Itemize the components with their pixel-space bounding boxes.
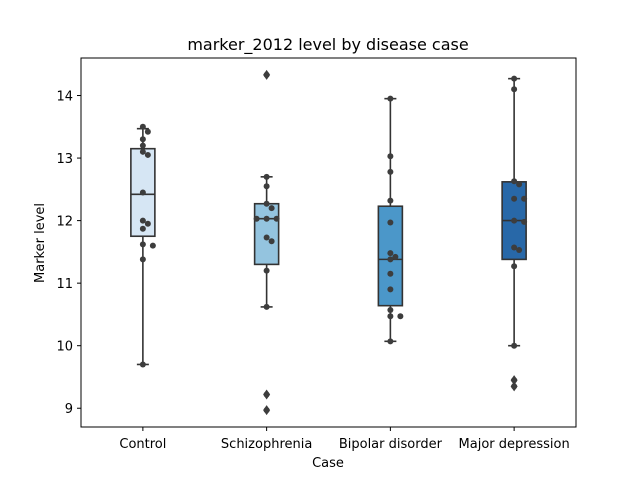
data-point	[268, 238, 275, 245]
data-point	[144, 220, 151, 227]
data-point	[387, 307, 394, 314]
box-group-1	[253, 69, 280, 416]
y-tick-label: 12	[56, 215, 73, 230]
data-point	[516, 181, 523, 188]
data-point	[273, 215, 280, 222]
data-point	[149, 242, 156, 249]
data-point	[253, 215, 260, 222]
data-point	[263, 200, 270, 207]
data-point	[263, 267, 270, 274]
data-point	[511, 195, 518, 202]
data-point	[263, 234, 270, 241]
data-point	[387, 270, 394, 277]
y-tick-label: 14	[56, 90, 73, 105]
data-point	[139, 142, 146, 149]
x-tick-label: Schizophrenia	[221, 437, 312, 452]
data-point	[511, 75, 518, 82]
data-point	[511, 86, 518, 93]
data-point	[139, 217, 146, 224]
data-point	[139, 148, 146, 155]
data-point	[139, 123, 146, 130]
data-point	[511, 383, 518, 390]
data-point	[139, 136, 146, 143]
data-point	[263, 391, 270, 398]
data-point	[387, 286, 394, 293]
data-point	[139, 225, 146, 232]
data-point	[521, 218, 528, 225]
y-tick-label: 13	[56, 152, 73, 167]
data-point	[392, 253, 399, 260]
data-point	[263, 71, 270, 78]
data-point	[387, 95, 394, 102]
data-point	[511, 178, 518, 185]
data-point	[511, 263, 518, 270]
data-point	[511, 377, 518, 384]
data-point	[139, 189, 146, 196]
data-point	[387, 153, 394, 160]
data-point	[397, 313, 404, 320]
data-point	[263, 407, 270, 414]
data-point	[263, 173, 270, 180]
y-tick-label: 11	[56, 277, 73, 292]
data-point	[521, 195, 528, 202]
box-iqr	[253, 202, 280, 266]
y-tick-label: 9	[65, 402, 73, 417]
y-axis-label: Marker level	[33, 203, 48, 283]
chart-title: marker_2012 level by disease case	[187, 35, 468, 55]
data-point	[511, 217, 518, 224]
data-point	[268, 205, 275, 212]
data-point	[387, 168, 394, 175]
data-point	[139, 361, 146, 368]
x-tick-label: Control	[119, 437, 166, 452]
y-tick-label: 10	[56, 340, 73, 355]
data-point	[511, 342, 518, 349]
x-tick-label: Major depression	[459, 437, 570, 452]
data-point	[387, 219, 394, 226]
x-tick-label: Bipolar disorder	[339, 437, 443, 452]
plot-frame	[80, 57, 577, 428]
data-point	[263, 183, 270, 190]
data-point	[387, 256, 394, 263]
data-point	[263, 303, 270, 310]
data-point	[387, 250, 394, 257]
data-point	[387, 197, 394, 204]
data-point	[516, 247, 523, 254]
data-point	[139, 256, 146, 263]
data-point	[263, 215, 270, 222]
data-point	[139, 241, 146, 248]
data-point	[144, 128, 151, 135]
data-point	[387, 338, 394, 345]
x-axis-label: Case	[312, 456, 344, 471]
data-point	[511, 244, 518, 251]
data-point	[387, 313, 394, 320]
plot-area: 9 10 11 12 13 14 Control Schizophrenia Bipolar d…	[56, 57, 577, 452]
data-point	[144, 151, 151, 158]
